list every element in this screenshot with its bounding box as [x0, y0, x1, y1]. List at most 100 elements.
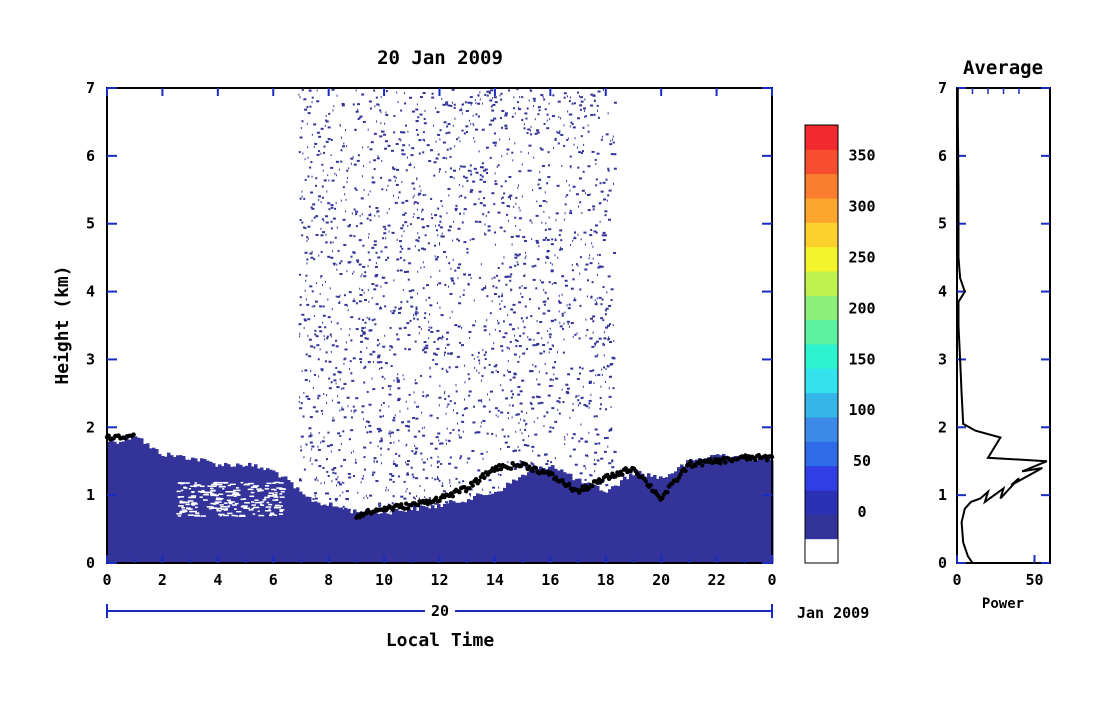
noise-speck	[553, 146, 555, 149]
echo-gap	[222, 488, 225, 490]
noise-speck	[501, 295, 504, 298]
noise-speck	[371, 473, 374, 476]
noise-speck	[410, 510, 412, 513]
noise-speck	[483, 353, 486, 356]
noise-speck	[323, 335, 325, 338]
echo-column	[548, 466, 552, 563]
noise-speck	[426, 394, 430, 397]
y-tick-label: 3	[86, 350, 95, 368]
noise-speck	[613, 101, 617, 104]
noise-speck	[371, 283, 375, 286]
noise-speck	[339, 273, 343, 276]
noise-speck	[326, 394, 328, 397]
echo-column	[383, 510, 387, 563]
noise-speck	[335, 174, 337, 177]
noise-speck	[429, 375, 432, 378]
noise-speck	[383, 551, 385, 554]
noise-speck	[447, 131, 451, 134]
noise-speck	[355, 110, 359, 113]
noise-speck	[457, 429, 460, 432]
noise-speck	[335, 201, 337, 204]
noise-speck	[526, 507, 528, 510]
noise-speck	[398, 307, 402, 310]
noise-speck	[500, 448, 502, 451]
noise-speck	[491, 300, 493, 303]
noise-speck	[358, 239, 362, 242]
noise-speck	[527, 477, 530, 480]
noise-speck	[536, 332, 540, 335]
noise-speck	[518, 286, 521, 289]
echo-gap	[179, 500, 183, 503]
noise-speck	[310, 345, 314, 348]
noise-speck	[443, 537, 447, 540]
noise-speck	[518, 217, 522, 220]
noise-speck	[323, 145, 326, 148]
noise-speck	[372, 350, 376, 353]
noise-speck	[531, 492, 534, 495]
noise-speck	[536, 200, 538, 203]
noise-speck	[591, 337, 593, 340]
x-tick-label: 4	[213, 571, 222, 589]
noise-speck	[505, 283, 508, 286]
y-axis-label: Height (km)	[52, 265, 73, 384]
noise-speck	[557, 547, 559, 550]
noise-speck	[307, 225, 311, 228]
noise-speck	[365, 426, 367, 429]
noise-speck	[352, 450, 354, 453]
noise-speck	[371, 176, 374, 179]
noise-speck	[350, 339, 353, 342]
noise-speck	[588, 402, 591, 405]
noise-speck	[557, 256, 559, 259]
noise-speck	[323, 436, 325, 439]
noise-speck	[327, 514, 331, 517]
noise-speck	[489, 99, 493, 102]
noise-speck	[449, 155, 452, 158]
noise-speck	[486, 172, 489, 175]
noise-speck	[435, 526, 437, 529]
noise-speck	[396, 543, 398, 546]
noise-speck	[380, 285, 382, 288]
noise-speck	[452, 428, 455, 431]
noise-speck	[481, 128, 485, 131]
noise-speck	[500, 538, 504, 541]
noise-speck	[542, 95, 544, 98]
noise-speck	[422, 151, 425, 154]
noise-speck	[588, 431, 590, 434]
noise-speck	[579, 472, 583, 475]
noise-speck	[459, 457, 462, 460]
layer-top-point	[698, 458, 703, 464]
noise-speck	[446, 370, 449, 373]
noise-speck	[557, 142, 560, 145]
noise-speck	[597, 109, 599, 112]
noise-speck	[559, 132, 561, 135]
noise-speck	[384, 228, 387, 231]
noise-speck	[418, 497, 420, 500]
noise-speck	[379, 440, 383, 443]
noise-speck	[328, 550, 331, 553]
noise-speck	[388, 208, 390, 211]
noise-speck	[428, 296, 431, 299]
noise-speck	[311, 305, 313, 308]
noise-speck	[452, 258, 454, 261]
noise-speck	[320, 368, 324, 371]
echo-column	[329, 502, 333, 563]
layer-top-point	[665, 490, 670, 495]
echo-column	[200, 458, 204, 563]
noise-speck	[371, 377, 373, 380]
noise-speck	[593, 94, 595, 97]
noise-speck	[499, 138, 501, 141]
noise-speck	[396, 238, 398, 241]
noise-speck	[380, 366, 383, 369]
noise-speck	[318, 135, 322, 138]
noise-speck	[328, 208, 331, 211]
noise-speck	[397, 373, 399, 376]
echo-column	[209, 461, 213, 563]
noise-speck	[398, 191, 401, 194]
noise-speck	[523, 287, 527, 290]
noise-speck	[522, 533, 526, 536]
noise-speck	[519, 334, 522, 337]
noise-speck	[312, 386, 314, 389]
noise-speck	[417, 116, 420, 119]
echo-gap	[223, 502, 228, 504]
noise-speck	[449, 479, 451, 482]
